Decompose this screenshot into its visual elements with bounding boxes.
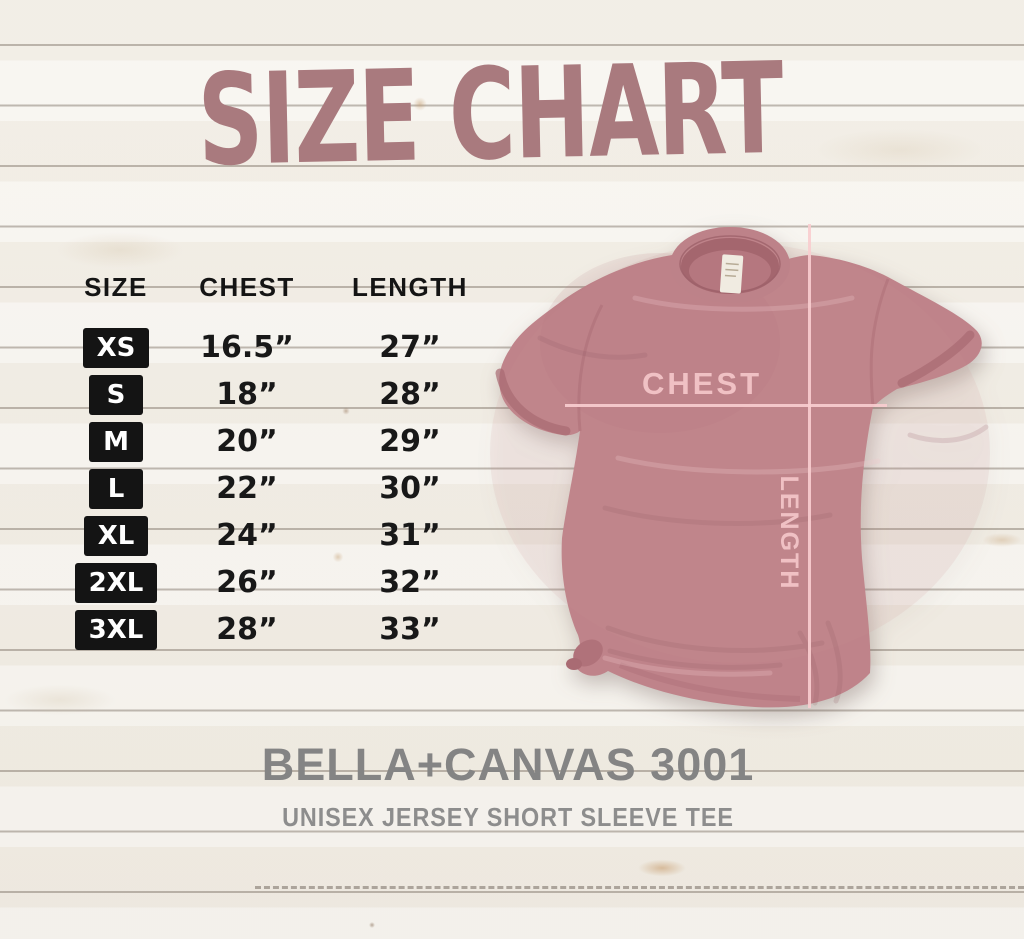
size-badge: XL [83, 515, 149, 556]
length-value: 31” [379, 518, 441, 553]
length-value: 27” [379, 330, 441, 365]
table-row: S 18” 28” [68, 371, 490, 418]
chest-value: 18” [216, 377, 278, 412]
care-tag [719, 254, 744, 294]
length-value: 30” [379, 471, 441, 506]
table-row: L 22” 30” [68, 465, 490, 512]
table-row: 3XL 28” 33” [68, 606, 490, 653]
tshirt-image [490, 227, 990, 708]
plank-seam-line [255, 886, 1024, 889]
table-row: XL 24” 31” [68, 512, 490, 559]
chest-value: 22” [216, 471, 278, 506]
column-header-size: SIZE [84, 272, 148, 302]
size-badge: XS [82, 327, 150, 368]
size-badge: L [89, 468, 143, 509]
chest-label: CHEST [641, 366, 763, 401]
chest-value: 16.5” [200, 330, 294, 365]
length-measure-line [808, 224, 811, 708]
size-badge: S [89, 374, 143, 415]
column-header-length: LENGTH [352, 272, 468, 302]
chest-value: 26” [216, 565, 278, 600]
length-value: 32” [379, 565, 441, 600]
table-row: M 20” 29” [68, 418, 490, 465]
product-name: BELLA+CANVAS 3001 [261, 739, 755, 790]
length-value: 33” [379, 612, 441, 647]
chest-value: 20” [216, 424, 278, 459]
length-label: LENGTH [775, 475, 803, 591]
size-table-body: XS 16.5” 27” S 18” 28” M 20” 29” L [68, 324, 490, 653]
table-row: 2XL 26” 32” [68, 559, 490, 606]
chest-value: 24” [216, 518, 278, 553]
size-badge: M [89, 421, 143, 462]
chest-measure-line [565, 404, 887, 407]
product-subtitle: UNISEX JERSEY SHORT SLEEVE TEE [282, 802, 734, 832]
chest-value: 28” [216, 612, 278, 647]
size-table-header: SIZE CHEST LENGTH [68, 272, 490, 303]
length-value: 28” [379, 377, 441, 412]
size-badge: 3XL [74, 609, 158, 650]
size-badge: 2XL [74, 562, 158, 603]
column-header-chest: CHEST [199, 272, 295, 302]
page-title: SIZE CHART [196, 34, 784, 195]
table-row: XS 16.5” 27” [68, 324, 490, 371]
length-value: 29” [379, 424, 441, 459]
size-table: SIZE CHEST LENGTH XS 16.5” 27” S 18” 28” [68, 272, 490, 653]
